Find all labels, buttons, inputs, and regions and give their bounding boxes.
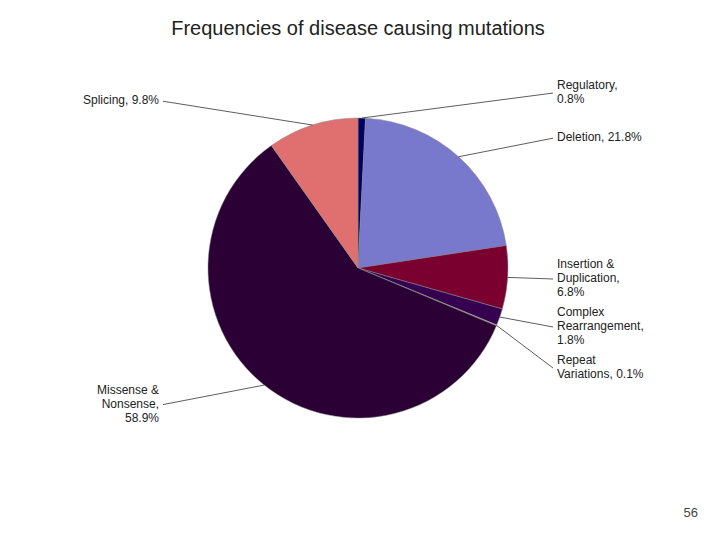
svg-text:RepeatVariations, 0.1%: RepeatVariations, 0.1%: [557, 353, 644, 381]
svg-text:Splicing, 9.8%: Splicing, 9.8%: [83, 93, 159, 107]
html-text:56: 56: [683, 505, 698, 520]
svg-text:Deletion, 21.8%: Deletion, 21.8%: [557, 130, 642, 144]
svg-text:Missense &Nonsense,58.9%: Missense &Nonsense,58.9%: [97, 383, 159, 425]
svg-text:Insertion &Duplication,6.8%: Insertion &Duplication,6.8%: [557, 257, 620, 299]
svg-text:Regulatory,0.8%: Regulatory,0.8%: [557, 78, 617, 106]
html-text:Frequencies of disease causing: Frequencies of disease causing mutations: [171, 17, 545, 39]
svg-text:ComplexRearrangement,1.8%: ComplexRearrangement,1.8%: [557, 305, 644, 347]
